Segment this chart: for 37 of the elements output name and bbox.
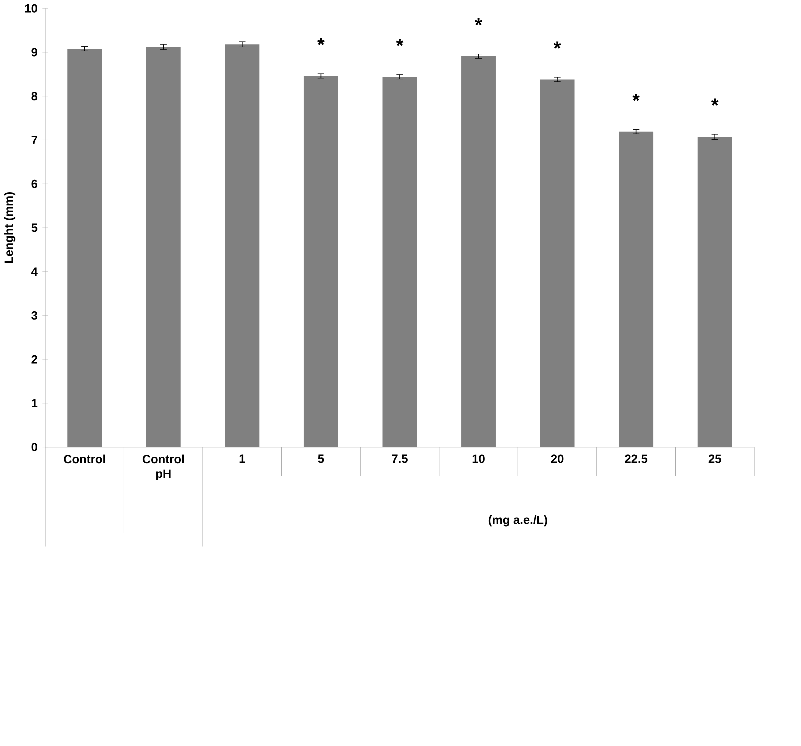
y-tick-label: 1: [32, 400, 38, 408]
data-label: *: [396, 39, 404, 46]
x-tick-label: Control: [64, 455, 106, 464]
y-tick-label: 3: [32, 312, 38, 320]
y-tick-label: 7: [32, 136, 38, 145]
y-tick-label: 5: [32, 224, 38, 232]
x-tick-label: 20: [551, 455, 564, 464]
bar: [304, 76, 338, 448]
data-label: *: [711, 99, 719, 106]
x-axis-title: (mg a.e./L): [488, 516, 548, 527]
y-tick-label: 2: [32, 356, 38, 364]
bar: [225, 44, 260, 448]
y-tick-label: 4: [32, 268, 38, 276]
x-tick-label: Control pH: [142, 455, 184, 481]
bar: [68, 49, 102, 448]
x-tick-label: 22.5: [625, 455, 648, 464]
bar: [619, 132, 654, 448]
x-tick-label: 5: [318, 455, 324, 464]
bar: [382, 77, 418, 448]
data-label: *: [632, 94, 640, 102]
y-tick-label: 10: [25, 4, 38, 14]
y-tick-label: 8: [32, 92, 38, 101]
y-tick-label: 6: [32, 180, 38, 189]
y-axis-title: Lenght (mm): [4, 192, 16, 264]
bar: [462, 56, 496, 448]
bar: [698, 137, 732, 448]
bar: [540, 80, 575, 448]
data-label: *: [318, 38, 325, 46]
data-label: *: [554, 42, 562, 50]
y-tick-label: 0: [32, 443, 38, 452]
x-tick-label: 1: [240, 455, 246, 464]
bar: [146, 47, 181, 448]
x-tick-label: 25: [708, 455, 722, 464]
x-tick-label: 7.5: [392, 455, 408, 464]
y-tick-label: 9: [32, 48, 38, 57]
data-label: *: [475, 18, 482, 26]
x-tick-label: 10: [472, 455, 485, 464]
